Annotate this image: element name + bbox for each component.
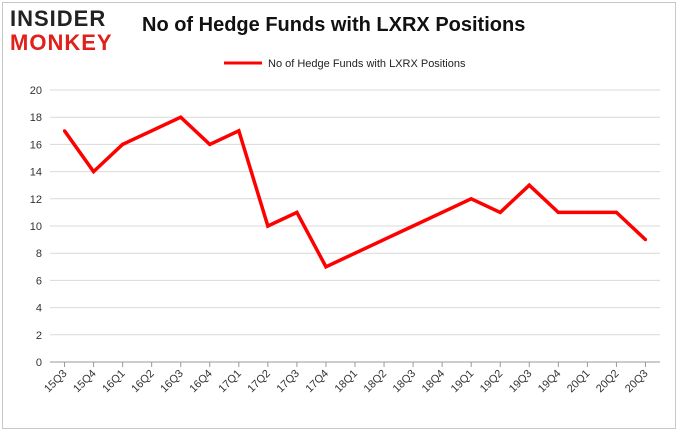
y-tick-label: 0 [36, 357, 42, 369]
legend: No of Hedge Funds with LXRX Positions [224, 58, 466, 70]
data-point [440, 210, 444, 214]
x-tick-label: 17Q4 [304, 368, 332, 396]
data-point [527, 183, 531, 187]
x-tick-label: 19Q2 [478, 368, 506, 396]
x-tick-label: 18Q2 [362, 368, 390, 396]
chart-title: No of Hedge Funds with LXRX Positions [142, 14, 526, 36]
data-point [585, 210, 589, 214]
series-layer [62, 115, 648, 270]
x-tick-label: 17Q2 [245, 368, 273, 396]
data-point [237, 129, 241, 133]
y-tick-label: 8 [36, 248, 42, 260]
x-tick-label: 17Q3 [275, 368, 303, 396]
data-point [556, 210, 560, 214]
x-tick-label: 19Q4 [536, 368, 564, 396]
x-tick-label: 19Q1 [449, 368, 477, 396]
x-tick-label: 20Q3 [623, 368, 651, 396]
data-point [324, 265, 328, 269]
y-tick-label: 12 [30, 194, 42, 206]
x-tick-label: 20Q1 [565, 368, 593, 396]
data-point [498, 210, 502, 214]
data-point [643, 238, 648, 242]
data-point [150, 129, 154, 133]
y-axis-ticks: 0 2 4 6 8 10 12 14 16 18 20 [30, 85, 42, 369]
x-tick-label: 18Q3 [391, 368, 419, 396]
data-point [614, 210, 619, 214]
data-point [469, 197, 473, 201]
data-point [266, 224, 270, 228]
series-line-0 [63, 115, 647, 270]
y-tick-label: 14 [30, 167, 42, 179]
x-tick-label: 20Q2 [594, 368, 622, 396]
y-tick-label: 10 [30, 221, 42, 233]
insider-monkey-logo: INSIDER MONKEY [10, 6, 128, 56]
data-point [62, 129, 67, 133]
data-point [179, 115, 183, 119]
x-tick-label: 15Q4 [71, 368, 99, 396]
y-tick-label: 2 [36, 330, 42, 342]
x-tick-label: 16Q1 [100, 368, 128, 396]
y-tick-label: 6 [36, 275, 42, 287]
x-tick-label: 15Q3 [42, 368, 70, 396]
y-tick-label: 4 [36, 303, 42, 315]
legend-label: No of Hedge Funds with LXRX Positions [268, 58, 466, 70]
x-tick-label: 16Q4 [187, 368, 215, 396]
y-tick-label: 16 [30, 139, 42, 151]
data-point [353, 251, 357, 255]
data-point [295, 210, 299, 214]
y-tick-label: 20 [30, 85, 42, 97]
x-tick-label: 18Q1 [333, 368, 361, 396]
data-point [208, 142, 212, 146]
data-point [121, 142, 125, 146]
data-point [382, 238, 386, 242]
x-tick-label: 16Q2 [129, 368, 157, 396]
logo-text-top: INSIDER [10, 6, 107, 31]
x-tick-label: 17Q1 [216, 368, 244, 396]
x-tick-label: 19Q3 [507, 368, 535, 396]
data-point [411, 224, 415, 228]
grid-lines [50, 89, 660, 363]
logo-text-bottom: MONKEY [10, 30, 113, 55]
x-tick-label: 18Q4 [420, 368, 448, 396]
x-axis-ticks: 15Q3 15Q4 16Q1 16Q2 16Q3 16Q4 17Q1 17Q2 17Q3 17Q4… [42, 362, 651, 396]
y-tick-label: 18 [30, 112, 42, 124]
chart-frame [2, 2, 676, 429]
data-point [91, 170, 96, 174]
x-tick-label: 16Q3 [158, 368, 186, 396]
